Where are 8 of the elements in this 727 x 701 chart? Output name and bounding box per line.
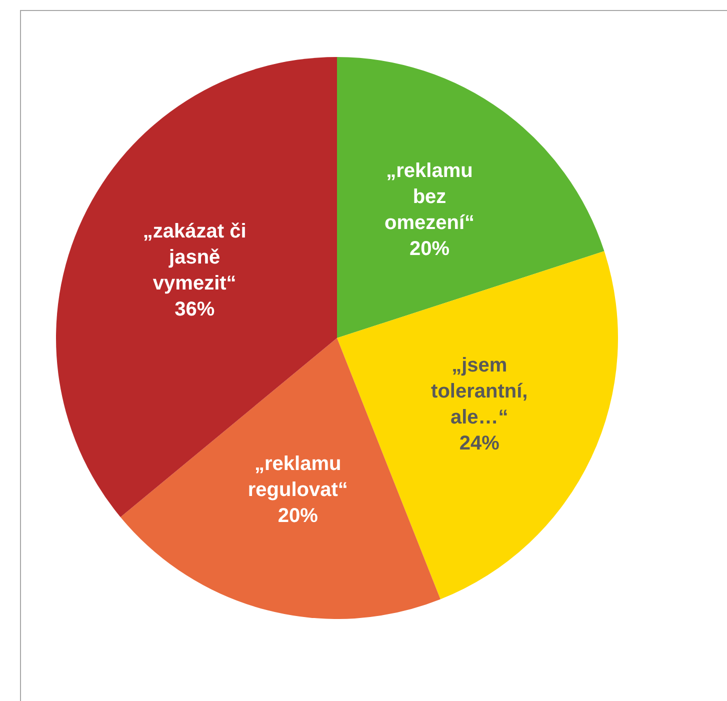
slice-label: „reklamu regulovat“: [248, 452, 348, 501]
data-label: 20%: [278, 504, 318, 527]
slice-label: „reklamu bez omezení“: [384, 160, 475, 234]
data-label: 24%: [459, 432, 500, 455]
data-label: 20%: [409, 238, 450, 260]
slice-label: „zakázat či jasně vymezit“: [142, 220, 246, 295]
data-label: 36%: [174, 298, 215, 321]
slice-label: „jsem tolerantní, ale…“: [431, 354, 528, 429]
